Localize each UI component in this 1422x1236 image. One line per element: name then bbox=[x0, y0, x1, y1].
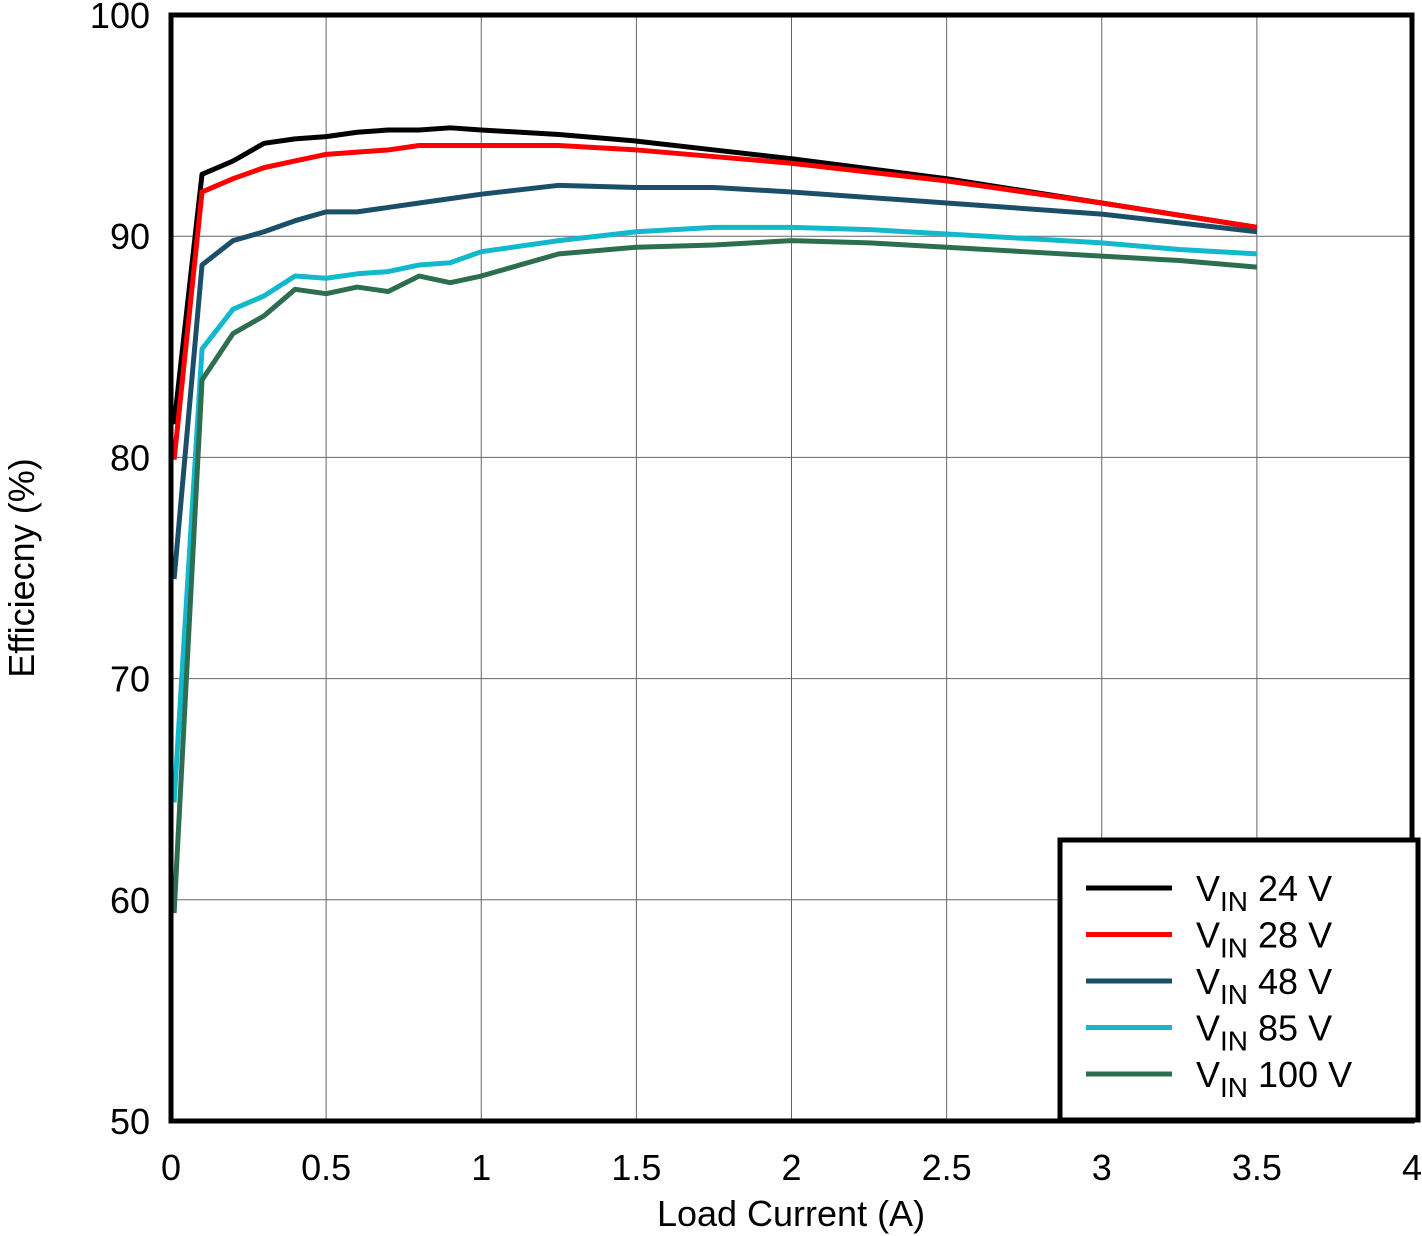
legend-label-part: IN bbox=[1220, 1072, 1248, 1103]
legend-label-part: IN bbox=[1220, 933, 1248, 964]
y-axis-title: Efficiecny (%) bbox=[1, 458, 42, 677]
legend-label-part: IN bbox=[1220, 1026, 1248, 1057]
legend-label-part: 100 V bbox=[1248, 1054, 1352, 1095]
x-tick-label: 2 bbox=[781, 1147, 801, 1188]
line-series bbox=[171, 143, 1258, 460]
y-tick-label: 80 bbox=[110, 437, 150, 478]
x-tick-label: 1.5 bbox=[611, 1147, 661, 1188]
y-tick-label: 100 bbox=[90, 0, 150, 36]
x-axis-title: Load Current (A) bbox=[657, 1193, 925, 1234]
x-tick-label: 0.5 bbox=[301, 1147, 351, 1188]
x-tick-label: 3.5 bbox=[1232, 1147, 1282, 1188]
x-tick-label: 1 bbox=[471, 1147, 491, 1188]
legend-label-part: IN bbox=[1220, 886, 1248, 917]
legend-label-part: V bbox=[1196, 961, 1220, 1002]
legend-label-part: V bbox=[1196, 1054, 1220, 1095]
x-tick-label: 2.5 bbox=[922, 1147, 972, 1188]
legend-label: VIN 28 V bbox=[1196, 915, 1332, 964]
line-series bbox=[171, 182, 1258, 580]
legend-label: VIN 100 V bbox=[1196, 1054, 1352, 1103]
line-series bbox=[171, 238, 1258, 914]
y-tick-label: 50 bbox=[110, 1101, 150, 1142]
x-tick-label: 3 bbox=[1092, 1147, 1112, 1188]
y-tick-label: 90 bbox=[110, 216, 150, 257]
legend-label: VIN 85 V bbox=[1196, 1008, 1332, 1057]
y-tick-label: 70 bbox=[110, 659, 150, 700]
legend-label-part: V bbox=[1196, 868, 1220, 909]
x-tick-label: 0 bbox=[161, 1147, 181, 1188]
plot-frame bbox=[168, 12, 1415, 1124]
legend-label: VIN 24 V bbox=[1196, 868, 1332, 917]
legend-label-part: V bbox=[1196, 915, 1220, 956]
legend-label-part: 85 V bbox=[1248, 1008, 1332, 1049]
legend-label-part: 24 V bbox=[1248, 868, 1332, 909]
legend-label: VIN 48 V bbox=[1196, 961, 1332, 1010]
y-tick-label: 60 bbox=[110, 880, 150, 921]
line-series bbox=[171, 224, 1258, 803]
legend-label-part: 48 V bbox=[1248, 961, 1332, 1002]
legend-label-part: V bbox=[1196, 1008, 1220, 1049]
x-tick-label: 4 bbox=[1402, 1147, 1422, 1188]
legend-label-part: IN bbox=[1220, 979, 1248, 1010]
line-series bbox=[171, 125, 1258, 425]
legend-label-part: 28 V bbox=[1248, 915, 1332, 956]
